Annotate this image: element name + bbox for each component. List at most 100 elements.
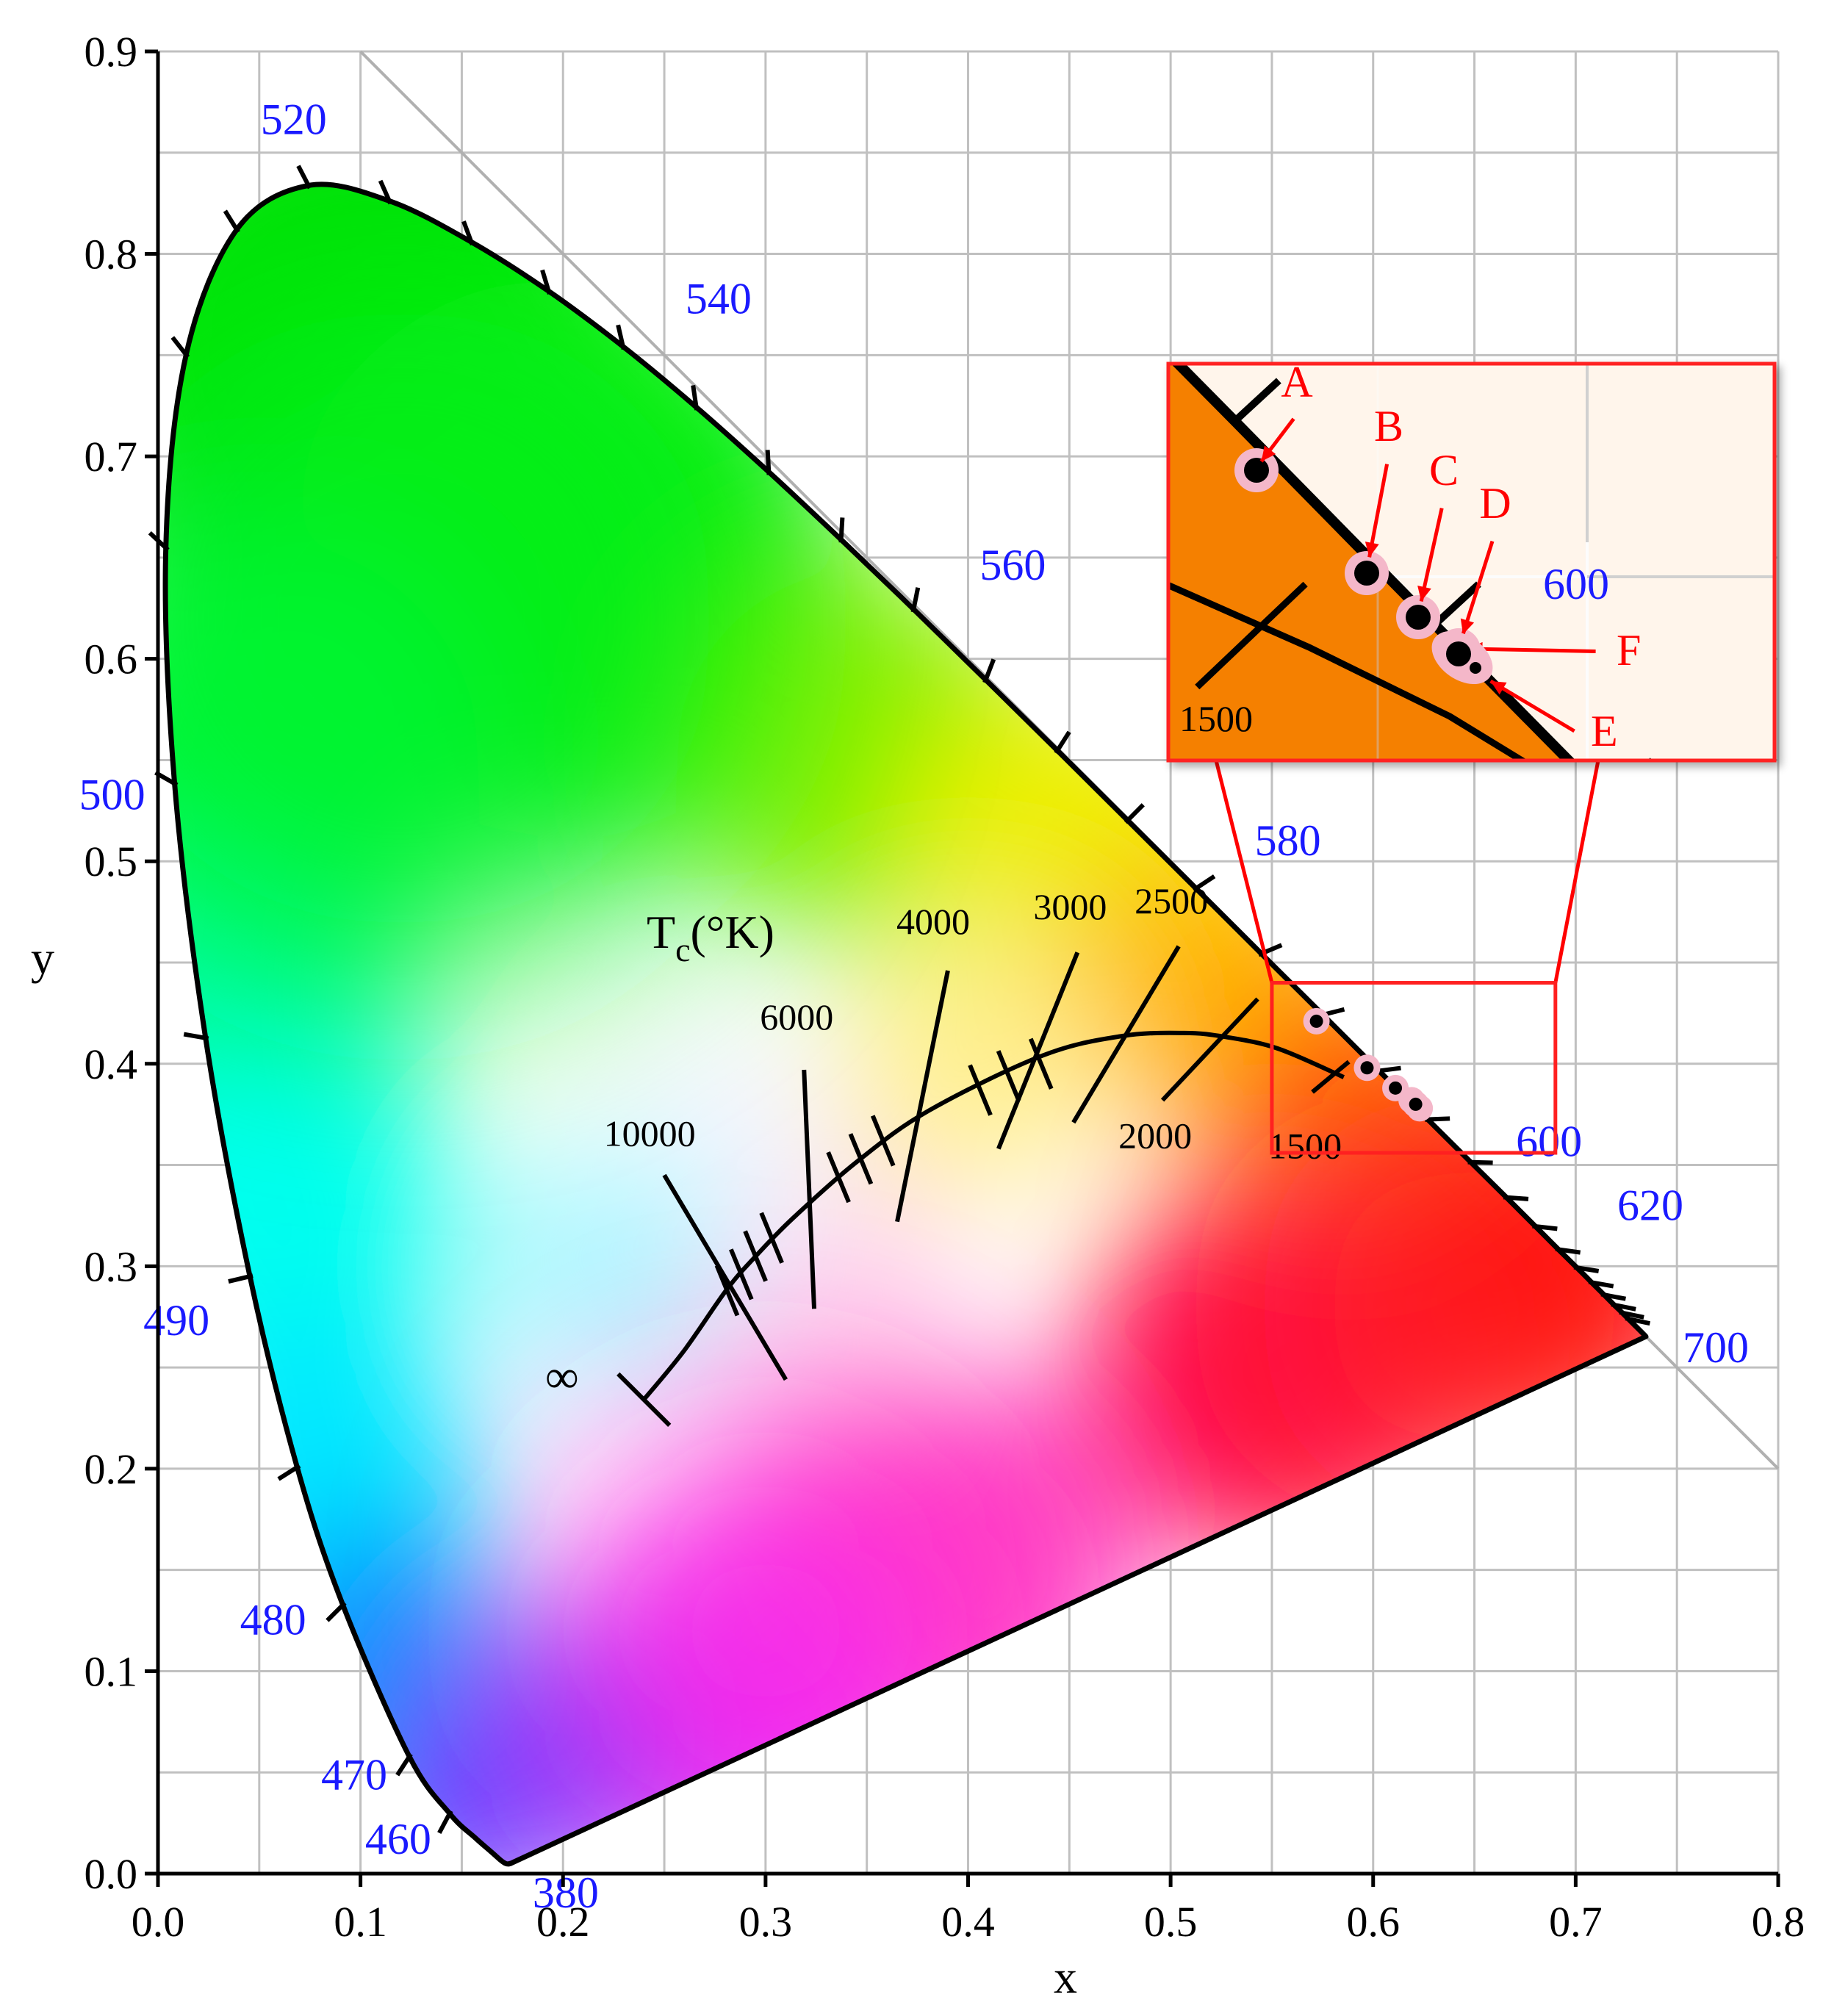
x-tick-label: 0.5 xyxy=(1144,1898,1198,1946)
locus-tick xyxy=(296,165,312,190)
inset-cct-label-1500: 1500 xyxy=(1179,698,1253,739)
y-tick-label: 0.2 xyxy=(85,1445,138,1493)
inset-point-label-C: C xyxy=(1429,446,1459,494)
infinity-label: ∞ xyxy=(545,1350,579,1403)
locus-tick xyxy=(170,336,190,359)
isotherm-10000 xyxy=(662,1173,788,1381)
locus-tick xyxy=(1611,1302,1636,1312)
inset-point-label-F: F xyxy=(1617,626,1641,675)
cct-label-10000: 10000 xyxy=(604,1112,696,1154)
inset-connector-left xyxy=(1214,760,1274,984)
cct-label-2000: 2000 xyxy=(1118,1115,1192,1156)
inset-connector-lines xyxy=(1214,760,1600,984)
inset-point-A xyxy=(1244,458,1269,483)
y-tick-label: 0.1 xyxy=(85,1647,138,1695)
locus-tick xyxy=(765,450,772,475)
x-axis-title: x xyxy=(1054,1951,1077,2000)
locus-tick xyxy=(378,179,393,205)
wavelength-label-580: 580 xyxy=(1255,816,1321,865)
inset-point-label-A: A xyxy=(1281,358,1312,406)
locus-tick xyxy=(1600,1292,1627,1301)
wavelength-label-470: 470 xyxy=(321,1751,387,1799)
isotherm-2500 xyxy=(1071,945,1181,1124)
isotherm-minor-tick xyxy=(996,1050,1021,1102)
wavelength-label-380: 380 xyxy=(533,1868,599,1917)
isotherm-minor-tick xyxy=(826,1151,851,1204)
locus-tick xyxy=(982,658,996,684)
inset-arrow-B xyxy=(1367,464,1389,558)
x-tick-label: 0.8 xyxy=(1752,1898,1805,1946)
y-tick-label: 0.7 xyxy=(85,433,138,481)
locus-tick xyxy=(1625,1316,1651,1326)
locus-tick xyxy=(437,1810,453,1835)
gamut-color-spot xyxy=(165,236,783,1001)
locus-tick xyxy=(1588,1279,1614,1289)
wavelength-label-560: 560 xyxy=(979,541,1046,589)
isotherm-minor-tick xyxy=(870,1115,896,1167)
y-tick-label: 0.5 xyxy=(85,838,138,885)
cct-label-3000: 3000 xyxy=(1033,886,1107,927)
locus-tick xyxy=(1532,1223,1558,1231)
locus-tick xyxy=(1425,1116,1450,1122)
inset-connector-right xyxy=(1553,760,1600,984)
inset-point-E xyxy=(1470,662,1481,674)
inset-locus-tick xyxy=(1647,758,1653,760)
wavelength-label-540: 540 xyxy=(686,274,752,323)
inset-point-F xyxy=(1446,641,1471,666)
point-C xyxy=(1389,1081,1403,1095)
zoom-inset: 1500 600 A BCD EF xyxy=(1166,358,1805,959)
locus-tick xyxy=(395,1752,413,1777)
inset-arrowhead-C xyxy=(1417,585,1431,602)
inset-point-B xyxy=(1354,561,1379,586)
isotherm-2000 xyxy=(1160,997,1259,1102)
locus-tick xyxy=(1257,943,1283,957)
locus-tick xyxy=(277,1464,301,1481)
x-tick-label: 0.0 xyxy=(132,1898,185,1946)
x-tick-label: 0.4 xyxy=(941,1898,995,1946)
wavelength-label-620: 620 xyxy=(1617,1181,1683,1229)
inset-locus-tick xyxy=(1758,916,1805,959)
locus-tick xyxy=(1573,1265,1600,1273)
measurement-points xyxy=(1303,1007,1434,1122)
isotherm-1500 xyxy=(1311,1060,1351,1094)
locus-tick xyxy=(223,209,240,234)
isotherm-minor-tick xyxy=(1028,1037,1054,1090)
inset-arrow-D xyxy=(1461,540,1495,636)
y-tick-label: 0.3 xyxy=(85,1242,138,1290)
locus-tick xyxy=(326,1601,347,1622)
locus-tick xyxy=(838,517,845,543)
isotherm-minor-tick xyxy=(729,1248,754,1301)
isotherm-minor-tick xyxy=(968,1064,993,1116)
locus-tick xyxy=(1376,1065,1401,1073)
wavelength-label-490: 490 xyxy=(143,1296,209,1345)
locus-tick xyxy=(183,1032,209,1041)
wavelength-label-520: 520 xyxy=(261,95,327,143)
wavelength-label-600: 600 xyxy=(1516,1118,1582,1166)
cct-label-2500: 2500 xyxy=(1135,880,1208,921)
locus-tick xyxy=(1192,874,1216,892)
y-tick-label: 0.6 xyxy=(85,636,138,683)
locus-tick xyxy=(616,324,626,350)
x-tick-label: 0.2 xyxy=(536,1898,590,1946)
inset-arrow-C xyxy=(1419,508,1444,602)
isotherm-4000 xyxy=(895,970,950,1223)
wavelength-label-480: 480 xyxy=(240,1595,306,1644)
locus-tick xyxy=(540,269,552,295)
x-tick-label: 0.7 xyxy=(1549,1898,1603,1946)
locus-tick xyxy=(1555,1246,1581,1255)
inset-locus-tick xyxy=(1229,378,1281,427)
planck-end-cap xyxy=(616,1372,672,1428)
inset-arrow-E xyxy=(1489,679,1575,733)
locus-tick xyxy=(461,220,475,246)
inset-point-label-D: D xyxy=(1479,479,1511,528)
locus-tick xyxy=(1467,1159,1493,1165)
inset-arrow-F xyxy=(1467,647,1596,653)
inset-isotherm-1500 xyxy=(1195,581,1308,690)
x-tick-label: 0.1 xyxy=(334,1898,387,1946)
x-tick-label: 0.6 xyxy=(1347,1898,1401,1946)
locus-tick xyxy=(691,385,700,411)
axes: 0.0 0.1 0.2 0.3 0.4 0.5 0.6 0.7 0.8 0.0 0.1 0.2 0.3 0… xyxy=(85,28,1805,1946)
zoom-source-box xyxy=(1270,981,1558,1155)
wavelength-labels: 380 460 470 480 490 500 520 540 560 580 600 620 700 xyxy=(79,95,1749,1917)
